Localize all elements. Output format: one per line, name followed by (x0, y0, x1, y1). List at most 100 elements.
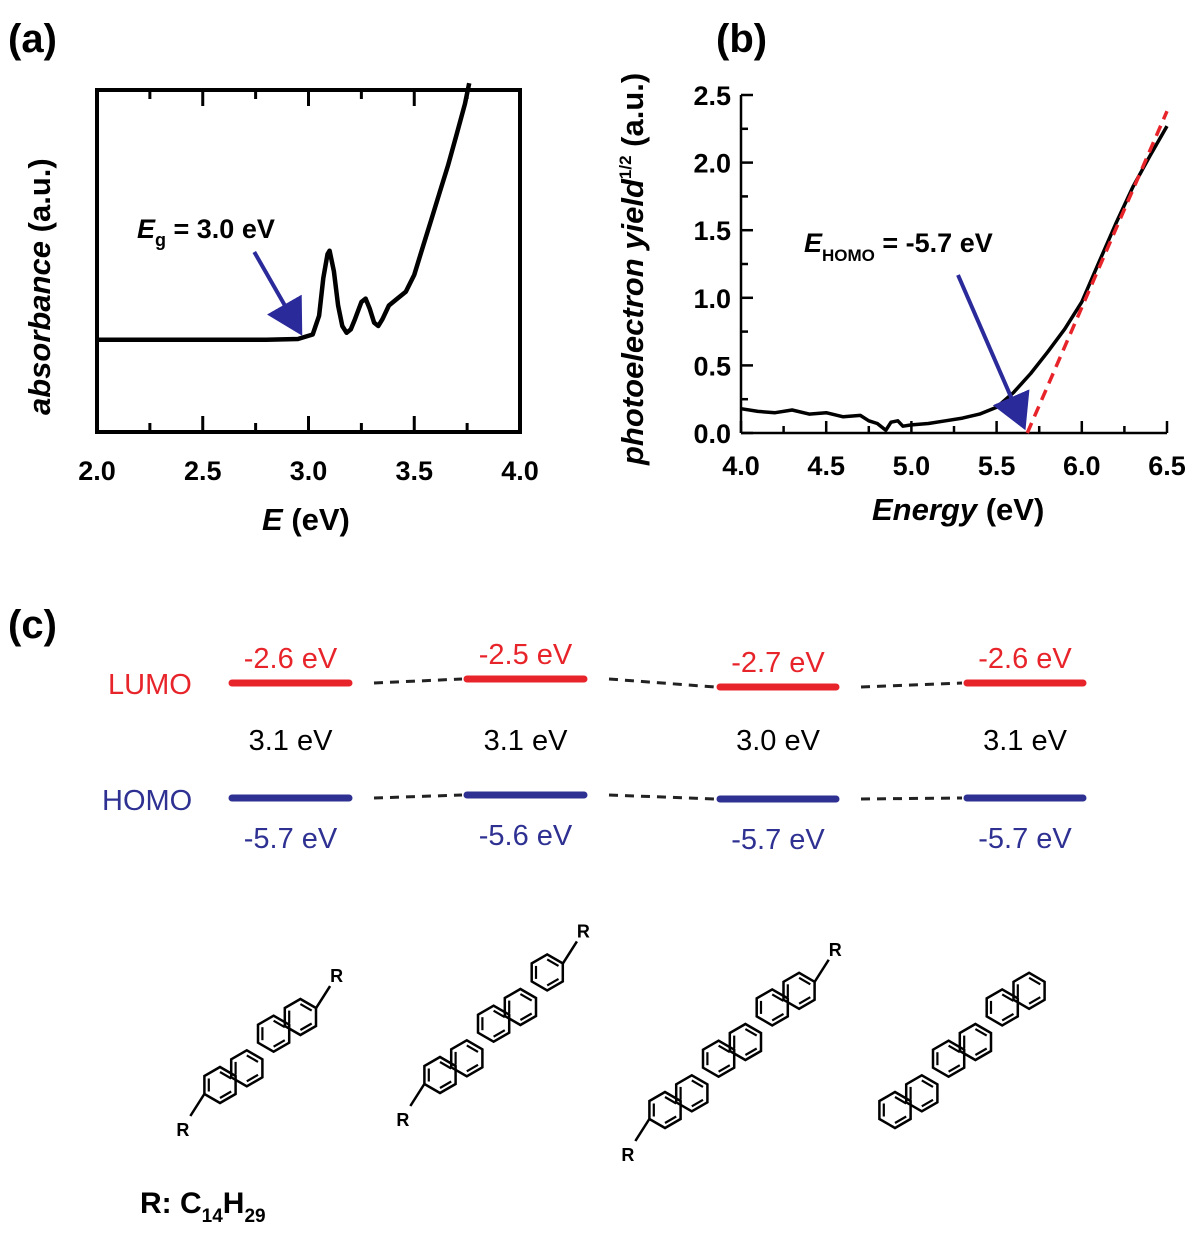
benzene-ring (423, 1055, 457, 1095)
double-bond (691, 1098, 704, 1108)
lumo-value: -2.6 eV (244, 643, 338, 675)
gap-value: 3.0 eV (736, 725, 820, 757)
substituent-bond (634, 1118, 651, 1142)
chart-b-ytick-label: 1.0 (693, 284, 731, 314)
substituent-r: R (577, 921, 590, 941)
benzene-ring (648, 1090, 682, 1130)
benzene-ring (256, 1014, 291, 1054)
double-bond (273, 1039, 286, 1048)
double-bond (798, 996, 811, 1005)
benzene-ring (904, 1073, 939, 1113)
chart-b-ytick-label: 0.0 (693, 419, 731, 449)
double-bond (664, 1096, 677, 1105)
molecule-3: RR (621, 940, 841, 1165)
benzene-ring (283, 997, 318, 1037)
double-bond (974, 1047, 988, 1056)
benzene-ring (476, 1004, 511, 1044)
benzene-ring (1012, 971, 1046, 1011)
absorbance-series-line (97, 82, 472, 342)
gap-value: 3.1 eV (983, 725, 1067, 757)
double-bond (439, 1061, 452, 1070)
double-bond (894, 1115, 907, 1124)
double-bond (299, 1003, 313, 1012)
panel-label-c: (c) (8, 603, 57, 647)
lumo-connector (608, 677, 716, 689)
chart-a-xtick-label: 2.0 (78, 456, 116, 486)
homo-value: -5.7 eV (978, 823, 1072, 855)
chart-b-xtick-label: 5.0 (893, 451, 931, 481)
double-bond (219, 1071, 232, 1080)
ehomo-arrow (956, 274, 1030, 431)
chart-b-xtick-label: 4.0 (722, 451, 760, 481)
gap-value: 3.1 eV (249, 725, 333, 757)
chart-b-xtick-label: 5.5 (978, 451, 1016, 481)
double-bond (519, 1012, 533, 1021)
substituent-r: R (176, 1120, 189, 1140)
benzene-ring (755, 987, 790, 1027)
benzene-ring (931, 1039, 966, 1079)
chart-b-xlabel: Energy (eV) (872, 492, 1044, 527)
double-bond (1001, 1012, 1015, 1022)
yield-series-line (740, 125, 1169, 433)
double-bond (1001, 993, 1015, 1002)
panel-label-b: (b) (716, 17, 767, 61)
homo-connector (860, 796, 963, 801)
substituent-bond (561, 940, 578, 965)
chart-b-ytick-label: 2.5 (693, 81, 731, 111)
chart-b-ytick-label: 1.5 (693, 216, 731, 246)
benzene-ring (985, 987, 1020, 1027)
double-bond (948, 1044, 961, 1054)
chart-a-xlabel: E (eV) (262, 502, 350, 537)
double-bond (691, 1079, 704, 1088)
benzene-ring (674, 1073, 709, 1113)
homo-label: HOMO (102, 785, 192, 817)
r-definition: R: C14H29 (140, 1187, 266, 1227)
eg-arrow (252, 251, 303, 336)
homo-connector (373, 793, 463, 800)
double-bond (273, 1019, 286, 1029)
double-bond (894, 1096, 907, 1105)
eg-annotation: Eg = 3.0 eV (137, 214, 275, 250)
double-bond (664, 1115, 677, 1124)
double-bond (493, 1029, 506, 1038)
lumo-connector (860, 681, 963, 689)
substituent-bond (315, 985, 332, 1009)
double-bond (219, 1090, 232, 1099)
chart-a-xtick-label: 3.5 (395, 456, 433, 486)
chart-a-xtick-label: 4.0 (501, 456, 539, 486)
benzene-ring (229, 1048, 264, 1088)
homo-value: -5.7 eV (731, 824, 825, 856)
double-bond (246, 1073, 259, 1083)
double-bond (744, 1047, 758, 1056)
lumo-label: LUMO (108, 669, 192, 701)
molecule-4 (878, 971, 1046, 1130)
panel-label-a: (a) (8, 17, 57, 61)
chart-b-ylabel: photoelectron yield1/2 (a.u.) (615, 73, 650, 466)
double-bond (493, 1009, 506, 1019)
chart-b-ytick-label: 2.0 (693, 149, 731, 179)
benzene-ring (503, 987, 538, 1027)
chart-b-xtick-label: 6.5 (1148, 451, 1186, 481)
substituent-r: R (330, 966, 343, 986)
double-bond (246, 1054, 259, 1063)
absorbance-chart: 2.0 2.5 3.0 3.5 4.0 Eg = 3.0 eV E (eV) absor… (22, 82, 539, 537)
chart-a-xtick-label: 2.5 (184, 456, 222, 486)
lumo-connector (373, 677, 463, 685)
substituent-bond (189, 1093, 206, 1117)
chart-b-xtick-label: 4.5 (807, 451, 845, 481)
double-bond (771, 993, 785, 1002)
homo-value: -5.7 eV (244, 823, 338, 855)
benzene-ring (728, 1022, 763, 1062)
molecule-1: RR (176, 966, 343, 1140)
chart-b-ytick-label: 0.5 (693, 351, 731, 381)
molecule-2: RR (396, 921, 590, 1130)
benzene-ring (449, 1038, 484, 1078)
substituent-r: R (621, 1145, 634, 1165)
double-bond (744, 1028, 758, 1037)
lumo-value: -2.6 eV (978, 643, 1072, 675)
double-bond (466, 1044, 479, 1053)
benzene-ring (530, 952, 565, 992)
lumo-value: -2.5 eV (479, 639, 573, 671)
